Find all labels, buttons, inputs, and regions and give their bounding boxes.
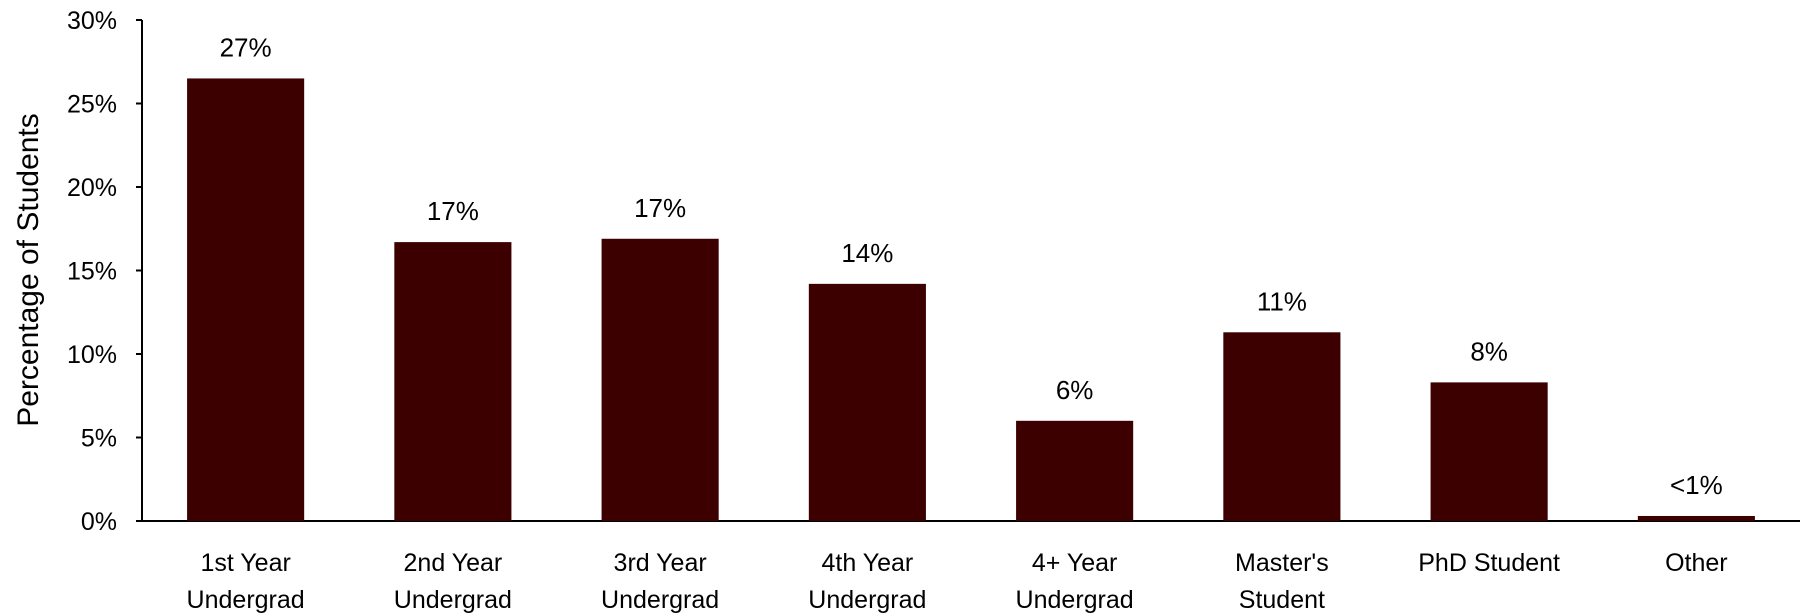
x-tick-label-line: 4+ Year	[1032, 549, 1118, 577]
y-tick-label: 25%	[67, 91, 117, 119]
y-tick-label: 30%	[67, 7, 117, 35]
x-tick-label: Other	[1665, 549, 1728, 577]
x-tick-label: 4th Year Undergrad	[808, 549, 926, 614]
x-tick-label: PhD Student	[1418, 549, 1560, 577]
y-tick-label: 0%	[81, 508, 117, 536]
data-label: 17%	[427, 196, 479, 226]
x-tick-label-line: Undergrad	[187, 586, 305, 614]
bar	[1430, 382, 1548, 521]
bar	[1016, 420, 1134, 521]
x-tick-label: Master's Student	[1235, 549, 1329, 614]
x-tick-label-line: Student	[1239, 586, 1325, 614]
bar	[1637, 515, 1755, 521]
bar	[601, 238, 719, 521]
data-label: 27%	[220, 32, 272, 62]
x-tick-label: 4+ Year Undergrad	[1016, 549, 1134, 614]
y-axis-title: Percentage of Students	[12, 113, 45, 427]
y-tick-label: 15%	[67, 258, 117, 286]
x-tick-label-line: 2nd Year	[404, 549, 503, 577]
y-tick-label: 20%	[67, 174, 117, 202]
x-tick-label-line: 1st Year	[200, 549, 290, 577]
bar	[187, 78, 305, 521]
x-tick-label-line: Undergrad	[601, 586, 719, 614]
x-tick-label-line: Undergrad	[808, 586, 926, 614]
x-tick-label-line: PhD Student	[1418, 549, 1560, 577]
bar	[808, 283, 926, 521]
y-tick-label: 10%	[67, 341, 117, 369]
data-label: <1%	[1670, 470, 1723, 500]
x-tick-label-line: Undergrad	[394, 586, 512, 614]
bar	[1223, 332, 1341, 521]
bar	[394, 242, 512, 522]
x-tick-label: 1st Year Undergrad	[187, 549, 305, 614]
data-label: 8%	[1470, 336, 1508, 366]
x-tick-label: 3rd Year Undergrad	[601, 549, 719, 614]
data-label: 14%	[841, 238, 893, 268]
x-tick-label: 2nd Year Undergrad	[394, 549, 512, 614]
x-tick-label-line: 3rd Year	[614, 549, 707, 577]
x-tick-label-line: Master's	[1235, 549, 1329, 577]
y-tick-label: 5%	[81, 425, 117, 453]
x-tick-label-line: Other	[1665, 549, 1728, 577]
data-label: 6%	[1056, 375, 1094, 405]
x-tick-label-line: Undergrad	[1016, 586, 1134, 614]
x-tick-label-line: 4th Year	[821, 549, 913, 577]
bars	[187, 78, 1755, 522]
data-label: 11%	[1257, 286, 1307, 316]
y-axis: 0% 5% 10% 15% 20% 25% 30%	[67, 7, 143, 536]
data-labels: 27% 17% 17% 14% 6% 11% 8% <1%	[220, 32, 1723, 500]
data-label: 17%	[634, 193, 686, 223]
